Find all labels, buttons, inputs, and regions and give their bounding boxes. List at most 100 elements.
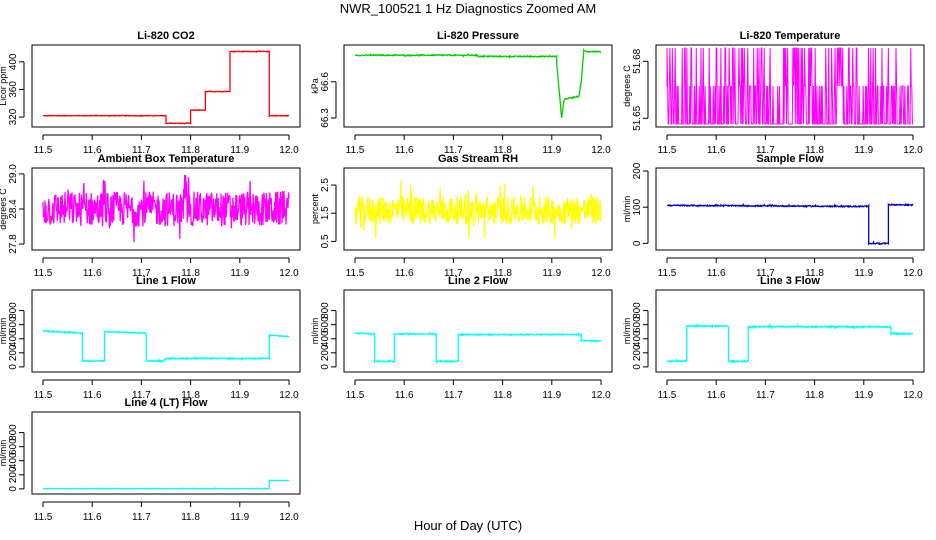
x-tick-label: 11.9 <box>230 390 249 401</box>
x-tick-label: 12.0 <box>279 390 299 401</box>
x-tick-label: 11.9 <box>542 268 561 279</box>
y-tick-label: 600 <box>632 316 643 333</box>
x-tick-label: 11.9 <box>542 145 561 156</box>
chart-title: Li-820 Pressure <box>437 30 519 42</box>
y-axis-label: Licor ppm <box>0 66 8 106</box>
y-tick-label: 360 <box>8 81 19 98</box>
series-line <box>42 329 290 364</box>
x-tick-label: 12.0 <box>279 268 299 279</box>
x-tick-label: 11.9 <box>542 390 561 401</box>
x-tick-label: 12.0 <box>279 145 299 156</box>
chart-title: Line 3 Flow <box>760 275 820 287</box>
x-tick-label: 11.9 <box>230 512 249 523</box>
y-tick-label: 400 <box>320 330 331 347</box>
x-tick-label: 11.8 <box>493 145 512 156</box>
y-axis-label: ml/min <box>622 196 632 223</box>
x-tick-label: 12.0 <box>591 145 611 156</box>
series-line <box>666 202 914 246</box>
y-tick-label: 800 <box>632 302 643 319</box>
y-tick-label: 800 <box>8 424 19 441</box>
y-axis-label: kPa <box>310 78 320 94</box>
plot-frame <box>343 289 613 373</box>
x-tick-label: 11.5 <box>658 390 677 401</box>
plot-frame <box>31 289 301 373</box>
y-tick-label: 66.3 <box>320 108 331 128</box>
chart-title: Li-820 Temperature <box>740 30 841 42</box>
y-tick-label: 400 <box>8 330 19 347</box>
x-tick-label: 12.0 <box>903 390 923 401</box>
x-tick-label: 11.6 <box>395 145 414 156</box>
x-tick-label: 11.5 <box>346 390 365 401</box>
x-tick-label: 11.6 <box>83 390 102 401</box>
chart-panel: Line 3 Flow 11.5 11.6 11.7 11.8 11.9 12.0 0 2004… <box>622 275 925 401</box>
x-tick-label: 11.7 <box>444 390 463 401</box>
x-tick-label: 11.9 <box>230 145 249 156</box>
y-tick-label: 51.65 <box>632 105 643 130</box>
plot-frame <box>31 167 301 251</box>
plot-frame <box>343 167 613 251</box>
plot-frame <box>655 289 925 373</box>
x-tick-label: 11.7 <box>756 145 775 156</box>
chart-panel: Sample Flow 11.5 11.6 11.7 11.8 11.9 12.0 0 100 2… <box>622 153 925 279</box>
series-line <box>42 174 290 243</box>
y-axis-label: ml/min <box>0 440 8 467</box>
y-tick-label: 400 <box>8 53 19 70</box>
x-tick-label: 11.8 <box>493 390 512 401</box>
plot-frame <box>31 411 301 495</box>
y-tick-label: 0 <box>632 364 643 370</box>
x-tick-label: 11.7 <box>756 390 775 401</box>
chart-title: Li-820 CO2 <box>137 30 194 42</box>
y-tick-label: 600 <box>8 438 19 455</box>
chart-title: Gas Stream RH <box>438 153 518 165</box>
y-tick-label: 0 <box>320 364 331 370</box>
x-tick-label: 11.8 <box>181 145 200 156</box>
x-tick-label: 12.0 <box>903 268 923 279</box>
chart-panel: Li-820 Temperature 11.5 11.6 11.7 11.8 11.9 12… <box>622 30 925 156</box>
series-line <box>354 180 602 239</box>
x-tick-label: 11.7 <box>132 390 151 401</box>
plot-frame <box>31 44 301 128</box>
series-line <box>666 47 913 125</box>
y-tick-label: 800 <box>320 302 331 319</box>
chart-title: Line 4 (LT) Flow <box>125 397 208 409</box>
x-tick-label: 11.8 <box>181 512 200 523</box>
x-tick-label: 11.5 <box>346 268 365 279</box>
chart-panel: Line 4 (LT) Flow 11.5 11.6 11.7 11.8 11.9 12.0… <box>0 397 301 523</box>
chart-title: Sample Flow <box>756 153 824 165</box>
y-tick-label: 200 <box>320 344 331 361</box>
chart-title: Line 2 Flow <box>448 275 508 287</box>
y-tick-label: 0.5 <box>320 234 331 248</box>
y-tick-label: 800 <box>8 302 19 319</box>
x-tick-label: 11.9 <box>230 268 249 279</box>
x-tick-label: 11.9 <box>854 145 873 156</box>
x-tick-label: 11.8 <box>805 390 824 401</box>
y-tick-label: 320 <box>8 108 19 125</box>
y-axis-label: ml/min <box>310 318 320 345</box>
x-tick-label: 11.6 <box>707 268 726 279</box>
y-tick-label: 29.0 <box>8 164 19 184</box>
y-axis-label: ml/min <box>0 318 8 345</box>
plot-frame <box>343 44 613 128</box>
y-tick-label: 400 <box>8 452 19 469</box>
x-tick-label: 11.5 <box>658 268 677 279</box>
x-tick-label: 11.8 <box>805 145 824 156</box>
x-tick-label: 11.8 <box>805 268 824 279</box>
y-axis-label: degrees C <box>0 188 8 230</box>
chart-title: Line 1 Flow <box>136 275 196 287</box>
x-tick-label: 11.5 <box>34 390 53 401</box>
chart-panel: Line 1 Flow 11.5 11.6 11.7 11.8 11.9 12.0 0 2004… <box>0 275 301 401</box>
y-tick-label: 600 <box>320 316 331 333</box>
plot-frame <box>655 167 925 251</box>
x-tick-label: 11.6 <box>707 390 726 401</box>
x-tick-label: 11.7 <box>444 145 463 156</box>
x-tick-label: 11.8 <box>181 390 200 401</box>
y-tick-label: 2.5 <box>320 178 331 192</box>
x-tick-label: 12.0 <box>903 145 923 156</box>
plot-frame <box>655 44 925 128</box>
x-tick-label: 11.6 <box>395 390 414 401</box>
chart-panel: Line 2 Flow 11.5 11.6 11.7 11.8 11.9 12.0 0 2004… <box>310 275 613 401</box>
y-tick-label: 200 <box>8 344 19 361</box>
y-tick-label: 100 <box>632 198 643 215</box>
series-line <box>43 50 290 125</box>
